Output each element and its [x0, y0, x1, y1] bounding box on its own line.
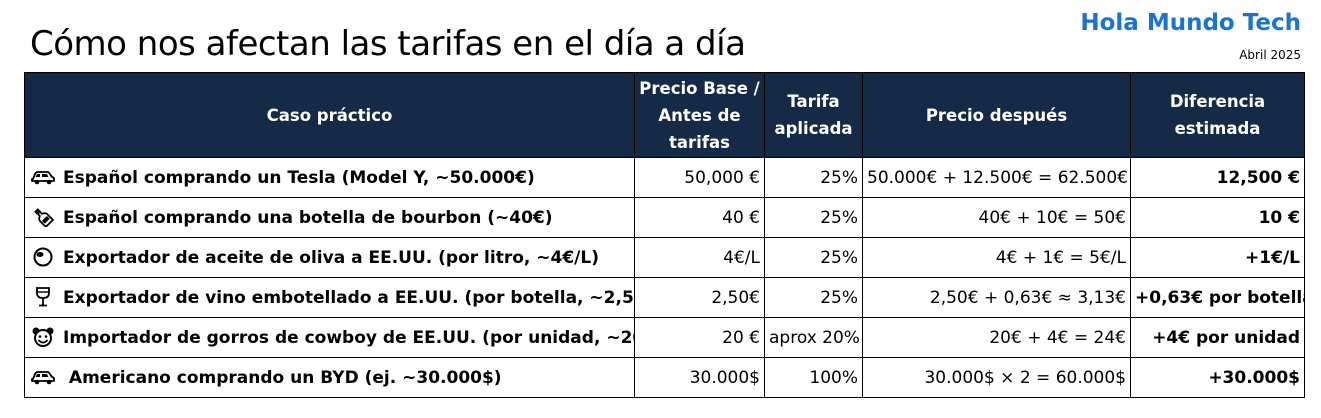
case-cell: Exportador de vino embotellado a EE.UU. … — [24, 277, 635, 318]
difference-cell: 10 € — [1130, 197, 1305, 238]
car-icon — [31, 167, 55, 187]
olive-icon — [31, 247, 55, 267]
base-price-cell: 30.000$ — [634, 357, 765, 398]
car-icon — [31, 367, 55, 387]
price-after-cell: 30.000$ × 2 = 60.000$ — [862, 357, 1131, 398]
column-header-difference: Diferencia estimada — [1130, 72, 1305, 158]
tariff-cell: 25% — [764, 197, 863, 238]
cowboy-face-icon — [31, 327, 55, 347]
tariff-cell: aprox 20% — [764, 317, 863, 358]
price-after-cell: 4€ + 1€ = 5€/L — [862, 237, 1131, 278]
tariff-cell: 100% — [764, 357, 863, 398]
table-row: Americano comprando un BYD (ej. ~30.000$… — [24, 357, 1305, 398]
publication-date: Abril 2025 — [1239, 48, 1301, 62]
column-header-price-after: Precio después — [862, 72, 1131, 158]
case-label: Español comprando una botella de bourbon… — [63, 208, 553, 228]
price-after-cell: 20€ + 4€ = 24€ — [862, 317, 1131, 358]
case-label: Americano comprando un BYD (ej. ~30.000$… — [63, 368, 502, 388]
difference-cell: 12,500 € — [1130, 157, 1305, 198]
tariff-cell: 25% — [764, 277, 863, 318]
case-label: Exportador de vino embotellado a EE.UU. … — [63, 288, 635, 308]
case-cell: Español comprando un Tesla (Model Y, ~50… — [24, 157, 635, 198]
difference-cell: +1€/L — [1130, 237, 1305, 278]
case-label: Importador de gorros de cowboy de EE.UU.… — [63, 328, 635, 348]
base-price-cell: 20 € — [634, 317, 765, 358]
table-row: Español comprando un Tesla (Model Y, ~50… — [24, 157, 1305, 198]
wine-glass-icon — [31, 287, 55, 307]
tariff-cell: 25% — [764, 237, 863, 278]
bottle-icon — [31, 207, 55, 227]
base-price-cell: 40 € — [634, 197, 765, 238]
base-price-cell: 4€/L — [634, 237, 765, 278]
case-label: Español comprando un Tesla (Model Y, ~50… — [63, 168, 535, 188]
column-header-tariff: Tarifa aplicada — [764, 72, 863, 158]
table-row: Español comprando una botella de bourbon… — [24, 197, 1305, 238]
case-cell: Español comprando una botella de bourbon… — [24, 197, 635, 238]
column-header-case: Caso práctico — [24, 72, 635, 158]
table-row: Exportador de aceite de oliva a EE.UU. (… — [24, 237, 1305, 278]
difference-cell: +0,63€ por botella — [1130, 277, 1305, 318]
brand-name: Hola Mundo Tech — [1080, 10, 1301, 36]
table-row: Exportador de vino embotellado a EE.UU. … — [24, 277, 1305, 318]
tariff-cell: 25% — [764, 157, 863, 198]
difference-cell: +30.000$ — [1130, 357, 1305, 398]
tariffs-table: Caso práctico Precio Base / Antes de tar… — [24, 72, 1305, 398]
case-cell: Exportador de aceite de oliva a EE.UU. (… — [24, 237, 635, 278]
case-label: Exportador de aceite de oliva a EE.UU. (… — [63, 248, 599, 268]
case-cell: Americano comprando un BYD (ej. ~30.000$… — [24, 357, 635, 398]
case-cell: Importador de gorros de cowboy de EE.UU.… — [24, 317, 635, 358]
price-after-cell: 40€ + 10€ = 50€ — [862, 197, 1131, 238]
column-header-base-price: Precio Base / Antes de tarifas — [634, 72, 765, 158]
table-header-row: Caso práctico Precio Base / Antes de tar… — [24, 72, 1305, 158]
table-row: Importador de gorros de cowboy de EE.UU.… — [24, 317, 1305, 358]
price-after-cell: 50.000€ + 12.500€ = 62.500€ — [862, 157, 1131, 198]
base-price-cell: 50,000 € — [634, 157, 765, 198]
page-title: Cómo nos afectan las tarifas en el día a… — [30, 24, 746, 64]
difference-cell: +4€ por unidad — [1130, 317, 1305, 358]
price-after-cell: 2,50€ + 0,63€ ≈ 3,13€ — [862, 277, 1131, 318]
base-price-cell: 2,50€ — [634, 277, 765, 318]
